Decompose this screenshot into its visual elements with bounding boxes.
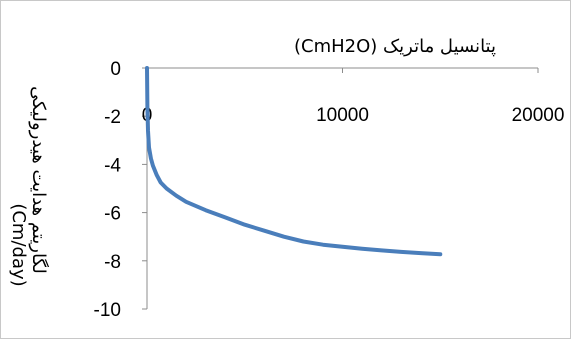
y-tick-label: -10 (94, 300, 121, 321)
y-tick-label: -8 (104, 252, 121, 273)
y-tick-label: 0 (110, 59, 121, 80)
y-axis-title-line2: (Cm/day) (8, 203, 29, 286)
x-tick-label: 20000 (512, 105, 565, 126)
x-axis-title: پتانسیل ماتریک (CmH2O) (294, 36, 496, 57)
y-tick-label: -2 (104, 107, 121, 128)
y-axis-title-line1: لگاریتم هدایت هیدرولیکی (28, 86, 50, 274)
y-tick-label: -4 (104, 155, 121, 176)
series-line (145, 66, 443, 257)
x-tick-label: 10000 (316, 105, 369, 126)
series-layer (145, 66, 443, 257)
tick-labels: 0-2-4-6-8-100 10000 20000 (94, 59, 565, 321)
y-tick-label: -6 (104, 204, 121, 225)
